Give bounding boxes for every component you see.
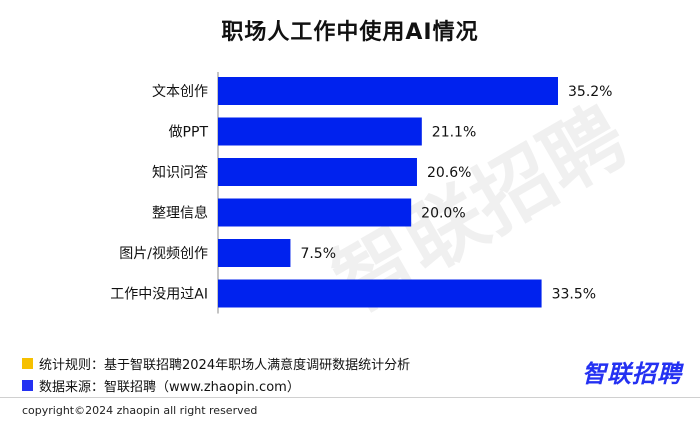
- bar: [218, 239, 291, 267]
- category-label: 知识问答: [152, 164, 208, 181]
- note-rule: 统计规则：基于智联招聘2024年职场人满意度调研数据统计分析: [22, 352, 410, 374]
- bar: [218, 77, 558, 105]
- value-label: 33.5%: [552, 287, 596, 303]
- value-label: 20.6%: [427, 165, 471, 181]
- bar: [218, 198, 412, 227]
- category-label: 工作中没用过AI: [110, 287, 208, 303]
- bar: [218, 158, 417, 186]
- note-source-text: 数据来源：智联招聘（www.zhaopin.com）: [39, 379, 300, 395]
- category-label: 图片/视频创作: [119, 246, 208, 262]
- note-source: 数据来源：智联招聘（www.zhaopin.com）: [22, 374, 410, 396]
- value-label: 7.5%: [300, 246, 336, 262]
- chart-title: 职场人工作中使用AI情况: [221, 20, 479, 45]
- notes: 统计规则：基于智联招聘2024年职场人满意度调研数据统计分析 数据来源：智联招聘…: [22, 352, 410, 396]
- value-label: 21.1%: [432, 125, 476, 141]
- blue-square-icon: [22, 379, 33, 391]
- bar: [218, 279, 542, 308]
- category-label: 文本创作: [152, 84, 208, 100]
- copyright: copyright©2024 zhaopin all right reserve…: [22, 404, 258, 417]
- category-label: 整理信息: [152, 205, 208, 222]
- logo: 智联招聘: [582, 360, 682, 388]
- bar-chart: 文本创作 35.2% 做PPT 21.1% 知识问答 20.6% 整理信息 20.0% 图片/视…: [110, 72, 612, 314]
- note-rule-text: 统计规则：基于智联招聘2024年职场人满意度调研数据统计分析: [39, 357, 411, 373]
- divider: [0, 397, 700, 398]
- bar: [218, 117, 422, 146]
- yellow-square-icon: [22, 357, 33, 369]
- category-label: 做PPT: [169, 125, 209, 141]
- value-label: 20.0%: [421, 206, 465, 222]
- value-label: 35.2%: [568, 84, 612, 100]
